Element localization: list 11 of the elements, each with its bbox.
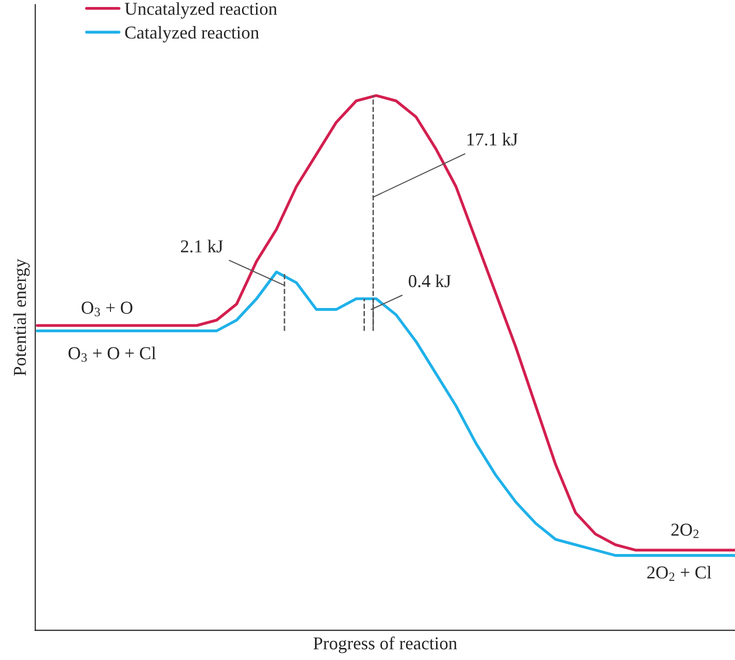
annotation: 2.1 kJ — [180, 240, 223, 253]
x-axis-title: Progress of reaction — [313, 636, 458, 654]
annotation: 2O$_{2}$ + Cl — [647, 566, 712, 581]
annotation: 0.4 kJ — [408, 274, 451, 288]
legend-label: Uncatalyzed reaction — [124, 2, 278, 19]
legend-label: Catalyzed reaction — [125, 26, 260, 42]
annotation: O$_{3}$ + O + Cl — [68, 346, 156, 362]
annotation: 17.1 kJ — [467, 132, 518, 146]
annotation: 2O$_{2}$ — [671, 524, 698, 538]
annotation: O$_{3}$ + O — [82, 302, 132, 316]
y-axis-title: Potential energy — [13, 258, 30, 376]
